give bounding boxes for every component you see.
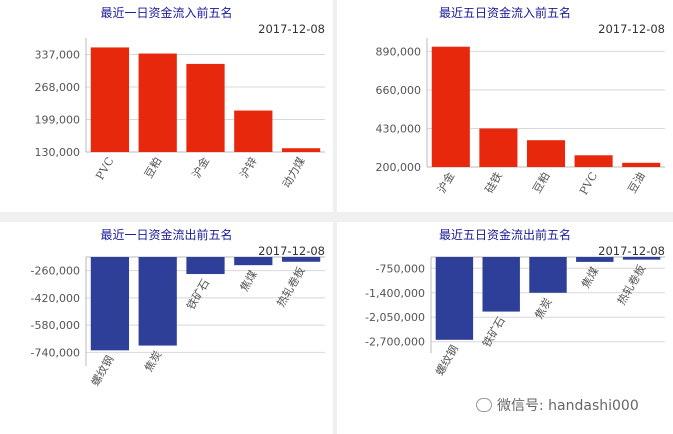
y-tick-label: 199,000 [35, 113, 81, 126]
panel-outflow-5d: 最近五日资金流出前五名 2017-12-08 -750,000 -1,400,00… [337, 222, 673, 434]
bar [90, 47, 130, 152]
y-tick-label: -260,000 [31, 265, 80, 278]
y-tick-label: 337,000 [35, 48, 81, 61]
x-tick-label: 螺纹钢 [432, 342, 461, 378]
bar [526, 140, 566, 167]
bar [435, 257, 474, 340]
y-tick-label: 660,000 [376, 84, 422, 97]
bar [186, 257, 225, 275]
chart-date: 2017-12-08 [258, 22, 325, 36]
bar [138, 257, 177, 346]
x-tick-label: 沪金 [189, 155, 212, 181]
bar [622, 257, 661, 260]
panel-outflow-1d: 最近一日资金流出前五名 2017-12-08 -260,000 -420,000 -… [0, 222, 333, 434]
y-tick-label: 200,000 [376, 161, 422, 174]
bar [281, 257, 321, 262]
x-tick-label: 动力煤 [280, 155, 308, 190]
chart-date: 2017-12-08 [598, 244, 665, 258]
watermark-text: 微信号: handashi000 [497, 398, 639, 414]
y-tick-label: -2,700,000 [365, 336, 425, 349]
x-tick-label: PVC [93, 155, 116, 182]
chart-title: 最近一日资金流出前五名 [100, 228, 233, 242]
chart-date: 2017-12-08 [598, 22, 665, 36]
x-tick-label: 铁矿石 [184, 277, 212, 312]
chart-inflow-1d: 130,000 199,000 268,000 337,000 PVC 豆粕 沪金 沪锌 动力煤 [35, 38, 325, 190]
bar [138, 53, 177, 152]
x-tick-label: 螺纹钢 [88, 353, 117, 389]
chart-title: 最近一日资金流入前五名 [100, 6, 233, 20]
y-tick-label: -740,000 [31, 346, 80, 359]
wechat-icon [476, 398, 492, 412]
y-tick-label: 890,000 [376, 45, 422, 58]
bar [574, 155, 613, 167]
y-tick-label: -420,000 [31, 292, 80, 305]
x-tick-label: 沪锌 [237, 155, 260, 181]
bar [479, 128, 518, 167]
x-tick-label: 豆粕 [141, 155, 164, 181]
bar [576, 257, 614, 262]
x-tick-label: 豆粕 [529, 170, 552, 196]
y-tick-label: -750,000 [376, 262, 425, 275]
x-tick-label: 沪金 [434, 170, 457, 196]
bar [482, 257, 520, 312]
bar [431, 46, 470, 168]
bar [186, 63, 225, 153]
bar [281, 148, 321, 152]
chart-date: 2017-12-08 [258, 244, 325, 258]
x-tick-label: 焦煤 [238, 268, 260, 294]
bar [529, 257, 567, 293]
watermark: 微信号: handashi000 [476, 395, 639, 415]
chart-outflow-5d: -750,000 -1,400,000 -2,050,000 -2,700,000 螺纹… [365, 256, 665, 378]
bar [234, 110, 273, 152]
y-tick-label: -2,050,000 [365, 311, 425, 324]
x-tick-label: 热轧卷板 [614, 262, 648, 307]
chart-title: 最近五日资金流入前五名 [438, 6, 571, 20]
y-tick-label: 430,000 [376, 122, 422, 135]
chart-title: 最近五日资金流出前五名 [438, 228, 571, 242]
y-tick-label: -580,000 [31, 319, 80, 332]
panel-inflow-5d: 最近五日资金流入前五名 2017-12-08 200,000 430,000 660… [337, 0, 673, 212]
y-tick-label: -1,400,000 [365, 287, 425, 300]
x-tick-label: 硅铁 [483, 170, 505, 196]
x-tick-label: PVC [577, 170, 600, 197]
x-tick-label: 豆油 [625, 170, 648, 196]
y-tick-label: 268,000 [35, 81, 81, 94]
bar [622, 162, 661, 167]
chart-inflow-5d: 200,000 430,000 660,000 890,000 沪金 硅铁 豆粕 PVC 豆油 [376, 38, 665, 197]
bar [90, 257, 130, 351]
panel-inflow-1d: 最近一日资金流入前五名 2017-12-08 130,000 199,000 268… [0, 0, 333, 212]
bar [234, 257, 273, 266]
y-tick-label: 130,000 [35, 146, 81, 159]
x-tick-label: 铁矿石 [480, 315, 508, 350]
